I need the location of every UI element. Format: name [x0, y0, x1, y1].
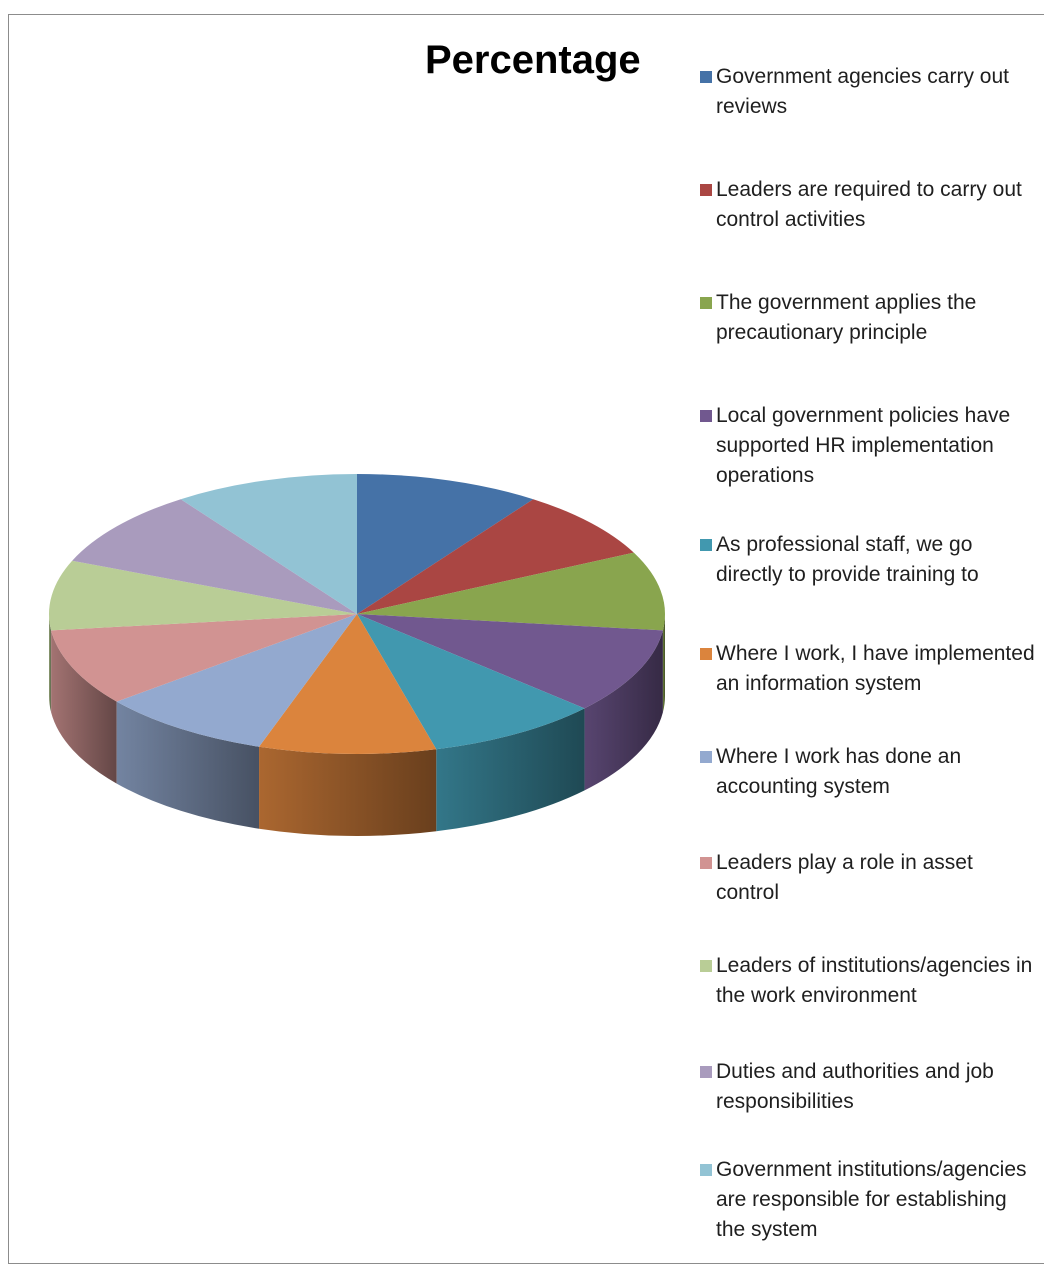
legend-label-9: Leaders of institutions/agencies in the …: [716, 954, 1033, 1007]
pie-slice-side-8: [51, 630, 117, 784]
pie-slices: [49, 474, 665, 755]
legend-label-7: Where I work has done an accounting syst…: [716, 745, 962, 798]
legend-label-4: Local government policies have supported…: [716, 404, 1011, 487]
pie-slice-side-5: [436, 708, 585, 832]
legend-swatch-7: [700, 751, 712, 763]
legend-swatch-1: [700, 71, 712, 83]
legend-item-5: As professional staff, we go directly to…: [700, 530, 1040, 590]
legend-label-1: Government agencies carry out reviews: [716, 65, 1009, 118]
legend-label-2: Leaders are required to carry out contro…: [716, 178, 1022, 231]
legend-label-6: Where I work, I have implemented an info…: [716, 642, 1035, 695]
pie-slice-side-6: [259, 746, 437, 836]
legend-swatch-11: [700, 1164, 712, 1176]
pie-slice-2: [357, 499, 634, 614]
legend-label-5: As professional staff, we go directly to…: [716, 533, 979, 586]
pie-slice-11: [180, 474, 357, 614]
legend-item-7: Where I work has done an accounting syst…: [700, 742, 1040, 802]
legend-swatch-10: [700, 1066, 712, 1078]
legend-item-9: Leaders of institutions/agencies in the …: [700, 951, 1040, 1011]
legend-swatch-5: [700, 539, 712, 551]
pie-slice-7: [116, 614, 358, 747]
pie-slice-side-9: [49, 614, 52, 713]
legend-item-1: Government agencies carry out reviews: [700, 62, 1040, 122]
pie-slice-side-7: [116, 701, 260, 829]
legend-label-8: Leaders play a role in asset control: [716, 851, 973, 904]
pie-slice-8: [51, 614, 358, 702]
legend-item-11: Government institutions/agencies are res…: [700, 1155, 1040, 1245]
pie-slice-5: [357, 614, 585, 750]
pie-slice-9: [49, 560, 357, 631]
legend-item-2: Leaders are required to carry out contro…: [700, 175, 1040, 235]
pie-slice-side-4: [584, 630, 663, 791]
legend-item-6: Where I work, I have implemented an info…: [700, 639, 1040, 699]
legend-swatch-9: [700, 960, 712, 972]
pie-slice-4: [357, 614, 663, 709]
legend-item-4: Local government policies have supported…: [700, 401, 1040, 491]
legend-label-10: Duties and authorities and job responsib…: [716, 1060, 994, 1113]
legend-item-8: Leaders play a role in asset control: [700, 848, 1040, 908]
legend-swatch-6: [700, 648, 712, 660]
pie-slice-6: [259, 614, 437, 755]
pie-sides: [49, 614, 665, 836]
pie-slice-side-3: [662, 614, 665, 713]
legend-label-3: The government applies the precautionary…: [716, 291, 977, 344]
legend-swatch-2: [700, 184, 712, 196]
legend-swatch-8: [700, 857, 712, 869]
pie-slice-3: [357, 552, 665, 631]
legend-label-11: Government institutions/agencies are res…: [716, 1158, 1027, 1241]
pie-slice-10: [72, 499, 357, 614]
legend-item-3: The government applies the precautionary…: [700, 288, 1040, 348]
legend-item-10: Duties and authorities and job responsib…: [700, 1057, 1040, 1117]
legend-swatch-4: [700, 410, 712, 422]
pie-slice-1: [357, 474, 534, 614]
legend-swatch-3: [700, 297, 712, 309]
chart-title: Percentage: [425, 38, 641, 82]
